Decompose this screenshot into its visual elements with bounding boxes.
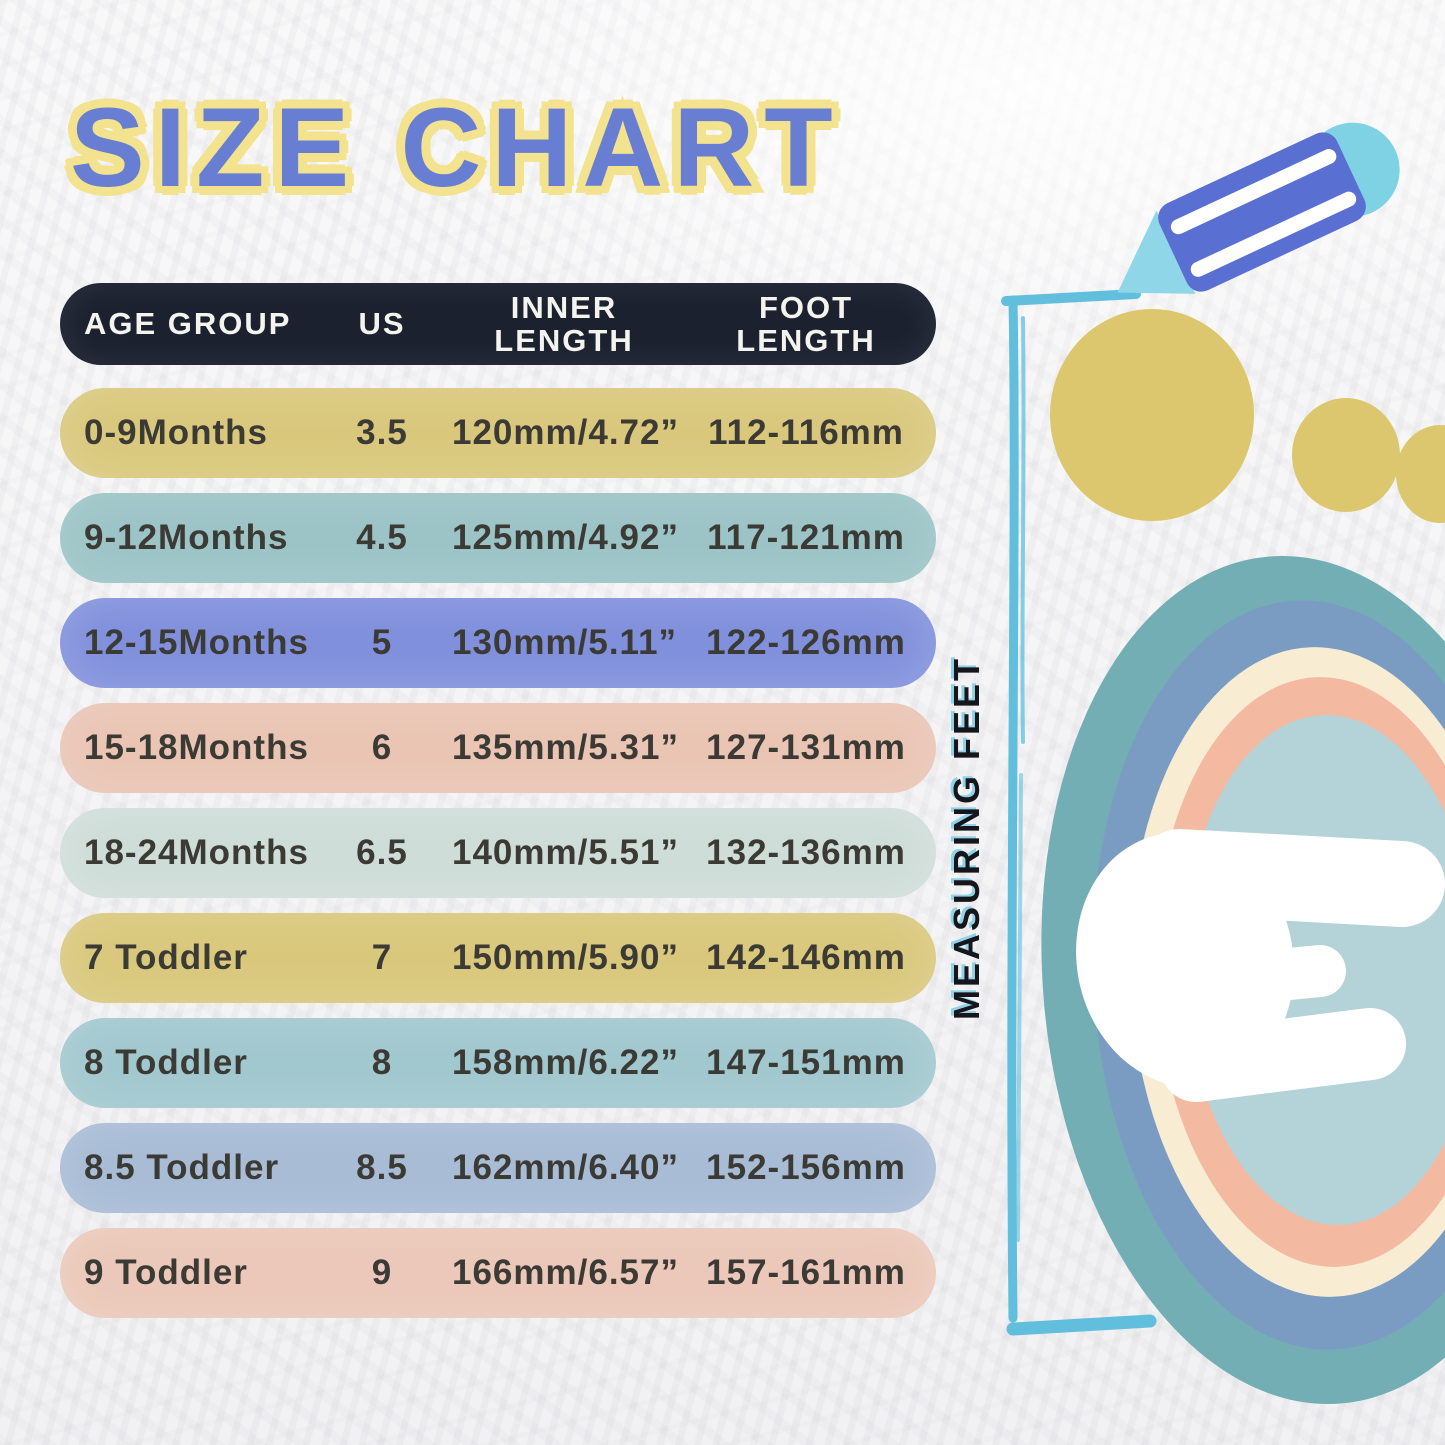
cell-inner-length: 150mm/5.90” — [452, 938, 679, 977]
cell-age-group: 8 Toddler — [84, 1043, 248, 1082]
cell-inner-length: 140mm/5.51” — [452, 833, 679, 872]
cell-us-size: 7 — [371, 938, 393, 977]
table-row: 12-15Months 5 130mm/5.11” 122-126mm — [60, 598, 936, 688]
table-header: AGE GROUP US INNER LENGTH FOOT LENGTH — [60, 283, 936, 365]
foot-toes — [1050, 309, 1445, 523]
ruler-icon — [1001, 289, 1157, 1336]
cell-inner-length: 130mm/5.11” — [452, 623, 678, 662]
cell-foot-length: 117-121mm — [707, 518, 905, 557]
cell-age-group: 12-15Months — [84, 623, 309, 662]
cell-us-size: 6 — [371, 728, 393, 767]
page-title: SIZE CHART — [63, 85, 843, 211]
cell-inner-length: 166mm/6.57” — [452, 1253, 679, 1292]
cell-us-size: 9 — [371, 1253, 393, 1292]
header-us-size: US — [358, 306, 406, 342]
cell-us-size: 8.5 — [356, 1148, 408, 1187]
cell-us-size: 8 — [371, 1043, 393, 1082]
table-row: 0-9Months 3.5 120mm/4.72” 112-116mm — [60, 388, 936, 478]
cell-age-group: 15-18Months — [84, 728, 309, 767]
cell-foot-length: 127-131mm — [706, 728, 906, 767]
measuring-feet-label: MEASURING FEET — [946, 655, 987, 1020]
cell-foot-length: 152-156mm — [706, 1148, 906, 1187]
cell-foot-length: 157-161mm — [706, 1253, 906, 1292]
cell-age-group: 8.5 Toddler — [84, 1148, 280, 1187]
foot-icon — [1041, 556, 1445, 1404]
cell-age-group: 18-24Months — [84, 833, 309, 872]
table-row: 7 Toddler 7 150mm/5.90” 142-146mm — [60, 913, 936, 1003]
table-row: 8.5 Toddler 8.5 162mm/6.40” 152-156mm — [60, 1123, 936, 1213]
cell-foot-length: 147-151mm — [706, 1043, 906, 1082]
cell-inner-length: 162mm/6.40” — [452, 1148, 679, 1187]
cell-us-size: 6.5 — [356, 833, 408, 872]
cell-inner-length: 158mm/6.22” — [452, 1043, 679, 1082]
cell-age-group: 9 Toddler — [84, 1253, 248, 1292]
cell-age-group: 7 Toddler — [84, 938, 248, 977]
table-row: 9 Toddler 9 166mm/6.57” 157-161mm — [60, 1228, 936, 1318]
cell-us-size: 3.5 — [356, 413, 408, 452]
pencil-icon — [1117, 122, 1400, 294]
size-table: AGE GROUP US INNER LENGTH FOOT LENGTH 0-… — [60, 283, 936, 1333]
cell-us-size: 5 — [371, 623, 393, 662]
cell-inner-length: 120mm/4.72” — [452, 413, 679, 452]
cell-inner-length: 135mm/5.31” — [452, 728, 679, 767]
table-row: 15-18Months 6 135mm/5.31” 127-131mm — [60, 703, 936, 793]
cell-inner-length: 125mm/4.92” — [452, 518, 679, 557]
table-row: 9-12Months 4.5 125mm/4.92” 117-121mm — [60, 493, 936, 583]
cell-us-size: 4.5 — [356, 518, 408, 557]
table-row: 8 Toddler 8 158mm/6.22” 147-151mm — [60, 1018, 936, 1108]
cell-foot-length: 112-116mm — [708, 413, 904, 452]
header-inner-length: INNER LENGTH — [494, 289, 634, 358]
cell-age-group: 0-9Months — [84, 413, 268, 452]
cell-foot-length: 122-126mm — [706, 623, 906, 662]
header-foot-length: FOOT LENGTH — [736, 289, 876, 358]
header-age-group: AGE GROUP — [84, 306, 292, 342]
cell-age-group: 9-12Months — [84, 518, 289, 557]
foot-squiggle — [1076, 829, 1445, 1102]
table-row: 18-24Months 6.5 140mm/5.51” 132-136mm — [60, 808, 936, 898]
cell-foot-length: 142-146mm — [706, 938, 906, 977]
cell-foot-length: 132-136mm — [706, 833, 906, 872]
